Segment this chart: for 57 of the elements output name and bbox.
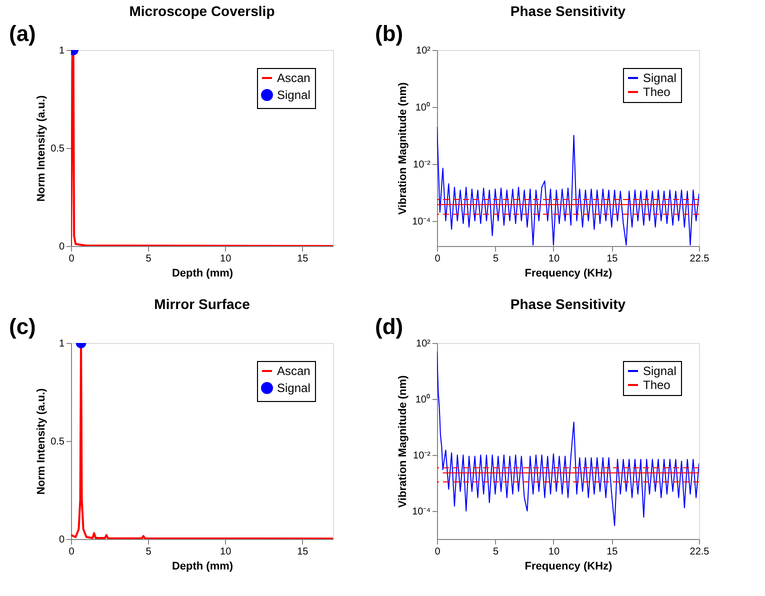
y-axis-title: Norm Intensity (a.u.) [36, 94, 48, 202]
x-tick-label: 10 [220, 546, 232, 558]
y-tick-label: 10² [416, 338, 432, 350]
y-tick-label: 0.5 [50, 436, 65, 448]
x-tick-label: 0 [68, 254, 75, 264]
y-axis-title: Vibration Magnitude (nm) [397, 374, 410, 508]
x-tick-label: 15 [297, 254, 309, 264]
x-tick-label: 10 [548, 254, 560, 264]
x-tick-label: 0 [68, 546, 75, 558]
legend-label: Theo [643, 85, 671, 99]
legend-label: Signal [277, 88, 310, 102]
x-tick-label: 15 [606, 546, 618, 558]
chart-title: Phase Sensitivity [510, 3, 626, 19]
chart-title: Mirror Surface [154, 296, 250, 312]
y-tick-label: 10⁻² [413, 450, 432, 462]
y-tick-label: 1 [58, 338, 65, 350]
y-axis-title: Vibration Magnitude (nm) [397, 82, 410, 215]
y-axis-title: Norm Intensity (a.u.) [36, 388, 48, 495]
x-tick-label: 5 [146, 254, 152, 264]
y-tick-label: 10² [416, 46, 432, 56]
legend-label: Signal [277, 381, 310, 395]
x-tick-label: 10 [220, 254, 232, 264]
y-tick-label: 0.5 [50, 144, 65, 154]
x-axis-title: Frequency (KHz) [524, 560, 613, 572]
y-tick-label: 10⁻⁴ [412, 506, 430, 518]
y-tick-label: 10⁰ [415, 101, 430, 114]
legend-label: Signal [643, 364, 676, 378]
legend-label: Ascan [277, 364, 310, 378]
text: (b) [375, 21, 404, 46]
y-tick-label: 10⁻⁴ [412, 216, 430, 228]
x-axis-title: Depth (mm) [172, 560, 234, 572]
x-tick-label: 22.5 [690, 546, 710, 558]
x-tick-label: 5 [146, 546, 152, 558]
y-tick-label: 10⁻² [413, 159, 432, 170]
text: (c) [9, 314, 36, 339]
x-tick-label: 15 [606, 254, 618, 264]
x-tick-label: 5 [492, 546, 499, 558]
y-tick-label: 0 [58, 242, 65, 252]
y-tick-label: 0 [58, 534, 65, 546]
line-series [437, 350, 699, 526]
x-tick-label: 5 [492, 254, 499, 264]
x-tick-label: 22.5 [690, 254, 710, 264]
legend-label: Signal [643, 71, 676, 85]
chart-title: Microscope Coverslip [129, 3, 275, 19]
x-axis-title: Frequency (KHz) [524, 268, 613, 280]
x-tick-label: 15 [297, 546, 309, 558]
x-tick-label: 10 [548, 546, 560, 558]
text: (d) [375, 314, 404, 339]
x-tick-label: 0 [434, 254, 441, 264]
y-tick-label: 10⁰ [415, 394, 430, 406]
text: (a) [9, 21, 36, 46]
x-tick-label: 0 [434, 546, 441, 558]
chart-title: Phase Sensitivity [510, 296, 626, 312]
x-axis-title: Depth (mm) [172, 268, 234, 280]
legend-label: Theo [643, 378, 671, 392]
legend-label: Ascan [277, 71, 310, 85]
y-tick-label: 1 [58, 46, 65, 56]
